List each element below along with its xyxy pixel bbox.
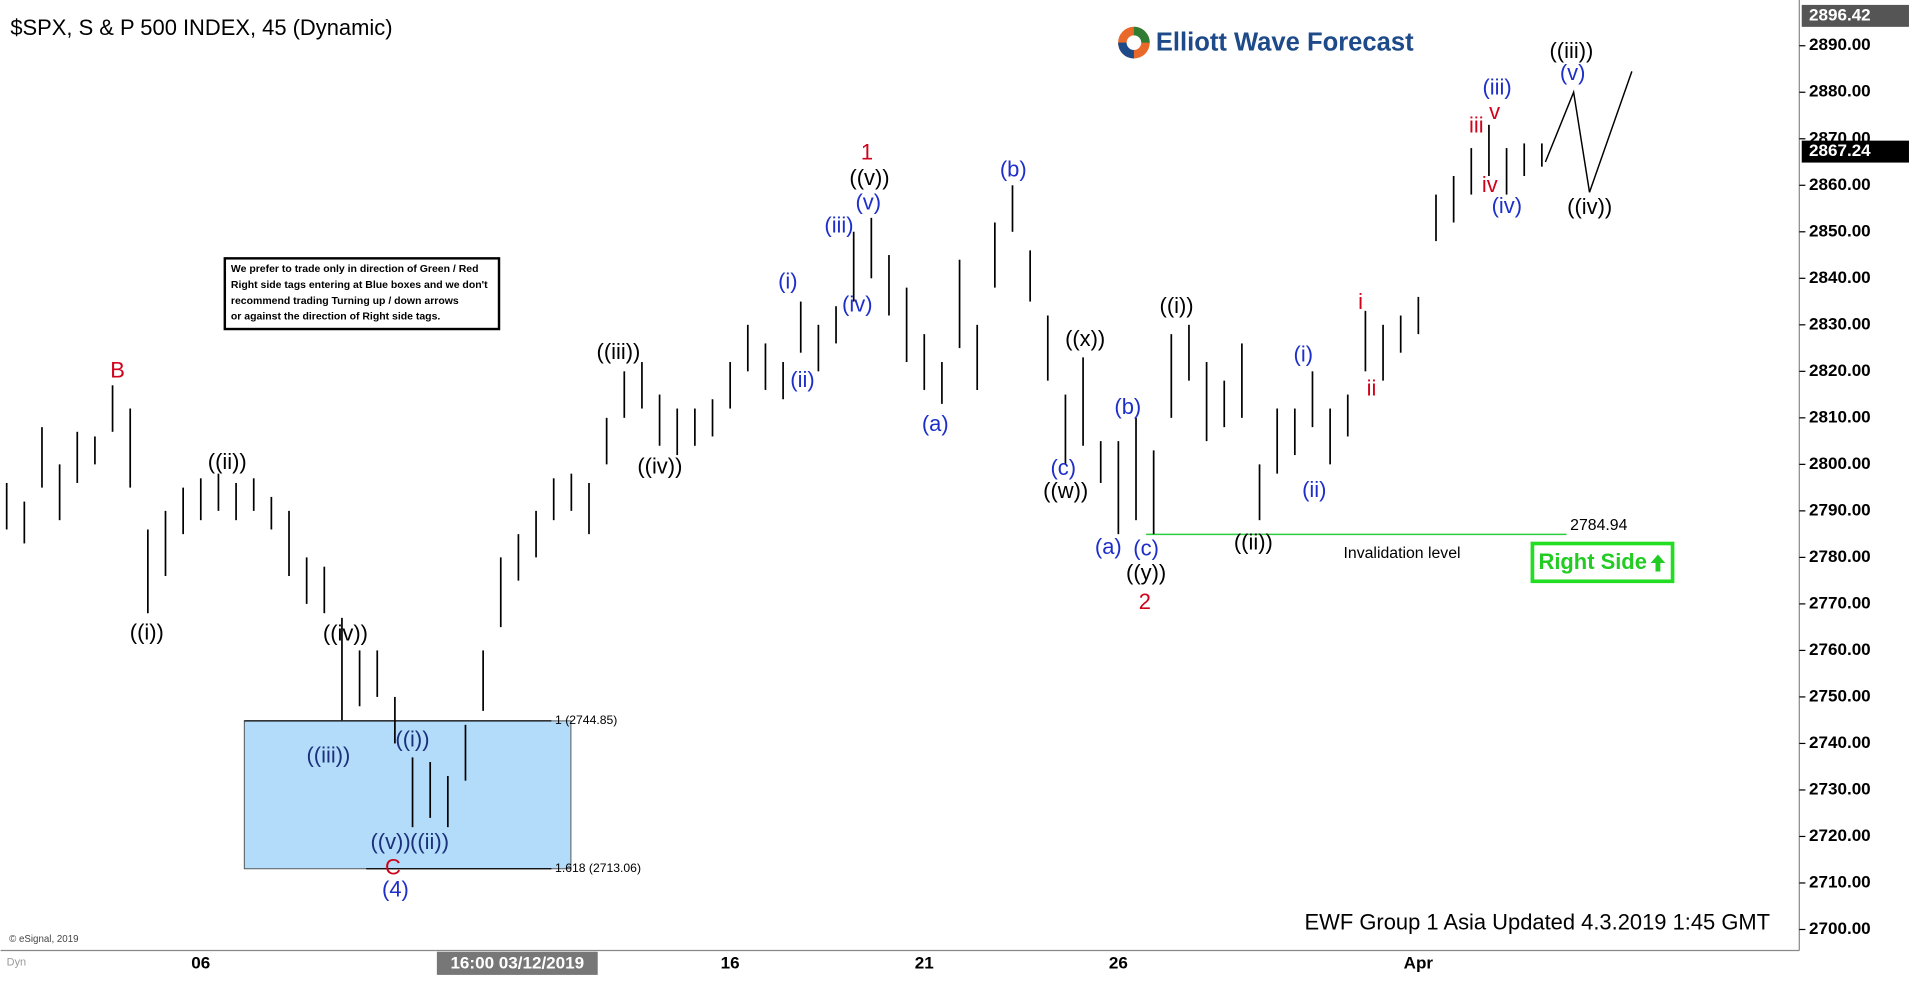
wave-label: (iv): [842, 292, 872, 317]
wave-label: (iii): [1482, 75, 1511, 100]
note-line: Right side tags entering at Blue boxes a…: [231, 280, 488, 291]
y-tick-label: 2820.00: [1809, 361, 1871, 380]
wave-label: ((i)): [130, 619, 164, 644]
wave-label: ((iii)): [1550, 38, 1594, 63]
wave-label: C: [385, 855, 401, 880]
wave-label: ((ii)): [208, 449, 247, 474]
tag-arrow: [1650, 554, 1666, 572]
wave-label: ((ii)): [1234, 529, 1273, 554]
cursor-box: [436, 951, 598, 975]
logo: Elliott Wave Forecast: [1118, 26, 1414, 59]
wave-label: (iii): [824, 212, 853, 237]
level-label: 1.618 (2713.06): [555, 861, 641, 875]
wave-label: (ii): [1302, 477, 1326, 502]
level-label: 1 (2744.85): [555, 713, 617, 727]
x-tick-label: Apr: [1404, 953, 1434, 972]
x-tick-label: 16: [721, 953, 740, 972]
wave-label: ((y)): [1126, 560, 1166, 585]
wave-label: 1: [861, 139, 873, 164]
wave-label: (i): [778, 269, 797, 294]
wave-label: i: [1358, 289, 1363, 314]
y-tick-label: 2700.00: [1809, 919, 1871, 938]
wave-label: (b): [1114, 394, 1141, 419]
wave-label: ((iii)): [597, 339, 641, 364]
wave-label: (i): [1294, 342, 1313, 367]
wave-label: (b): [1000, 156, 1027, 181]
y-tick-label: 2770.00: [1809, 593, 1871, 612]
logo-icon: [1126, 35, 1142, 50]
note-line: We prefer to trade only in direction of …: [231, 264, 479, 275]
y-tick-label: 2880.00: [1809, 82, 1871, 101]
note-line: recommend trading Turning up / down arro…: [231, 296, 459, 307]
wave-label: (v): [855, 189, 881, 214]
y-tick-label: 2830.00: [1809, 314, 1871, 333]
invalidation-text: Invalidation level: [1344, 545, 1461, 562]
x-tick-label: 26: [1109, 953, 1128, 972]
wave-label: ii: [1367, 376, 1377, 401]
price-marker: [1801, 140, 1909, 163]
wave-label: ((iv)): [637, 454, 682, 479]
y-tick-label: 2780.00: [1809, 547, 1871, 566]
right-side-tag: Right Side: [1530, 541, 1675, 584]
wave-label: v: [1489, 99, 1500, 124]
note-box: We prefer to trade only in direction of …: [223, 257, 501, 331]
y-tick-label: 2710.00: [1809, 872, 1871, 891]
wave-label: ((w)): [1043, 478, 1088, 503]
wave-label: (ii): [790, 367, 814, 392]
y-tick-label: 2760.00: [1809, 640, 1871, 659]
copyright: © eSignal, 2019: [9, 934, 78, 945]
wave-label: (a): [922, 411, 949, 436]
tag-frame: [1530, 541, 1675, 584]
wave-label: ((iv)): [1567, 194, 1612, 219]
x-tick-label: 21: [915, 953, 934, 972]
wave-label: (c): [1050, 455, 1076, 480]
wave-label: iv: [1482, 172, 1498, 197]
y-tick-label: 2740.00: [1809, 733, 1871, 752]
note-line: or against the direction of Right side t…: [231, 312, 440, 323]
wave-label: ((v)): [370, 829, 410, 854]
note-frame: [223, 257, 501, 331]
wave-label: B: [110, 357, 125, 382]
y-tick-label: 2730.00: [1809, 779, 1871, 798]
y-tick-label: 2860.00: [1809, 175, 1871, 194]
wave-label: iii: [1469, 113, 1484, 138]
price-marker-label: 2867.24: [1809, 141, 1871, 160]
wave-label: (a): [1095, 534, 1122, 559]
y-tick-label: 2800.00: [1809, 454, 1871, 473]
projection-line: [1544, 71, 1633, 193]
wave-label: ((v)): [849, 165, 889, 190]
cursor-label: 16:00 03/12/2019: [450, 953, 584, 972]
chart-title: $SPX, S & P 500 INDEX, 45 (Dynamic): [10, 15, 392, 40]
price-marker: [1801, 4, 1909, 27]
wave-label: (v): [1560, 60, 1586, 85]
wave-label: ((ii)): [410, 829, 449, 854]
wave-label: ((i)): [1160, 293, 1194, 318]
wave-label: ((i)): [395, 727, 429, 752]
wave-label: (c): [1133, 535, 1159, 560]
tag-text: Right Side: [1539, 549, 1647, 574]
wave-label: (4): [382, 877, 409, 902]
price-marker-label: 2896.42: [1809, 5, 1871, 24]
mode-label: Dyn: [7, 957, 26, 969]
y-tick-label: 2890.00: [1809, 35, 1871, 54]
wave-label: 2: [1139, 589, 1151, 614]
y-tick-label: 2720.00: [1809, 826, 1871, 845]
x-tick-label: 06: [191, 953, 210, 972]
wave-label: ((iv)): [323, 621, 368, 646]
wave-label: ((iii)): [306, 743, 350, 768]
logo-text: Elliott Wave Forecast: [1156, 29, 1414, 57]
y-tick-label: 2850.00: [1809, 221, 1871, 240]
y-tick-label: 2840.00: [1809, 268, 1871, 287]
invalidation-value: 2784.94: [1570, 517, 1627, 534]
y-tick-label: 2790.00: [1809, 500, 1871, 519]
y-tick-label: 2810.00: [1809, 407, 1871, 426]
footer: EWF Group 1 Asia Updated 4.3.2019 1:45 G…: [1305, 910, 1770, 935]
y-tick-label: 2750.00: [1809, 686, 1871, 705]
wave-label: ((x)): [1065, 326, 1105, 351]
wave-label: (iv): [1492, 193, 1522, 218]
